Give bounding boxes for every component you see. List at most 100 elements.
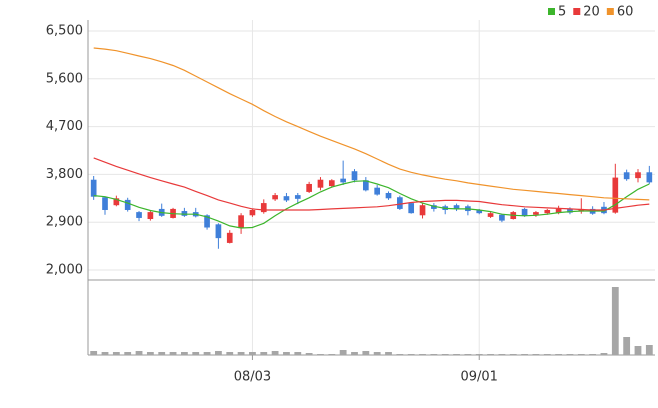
- volume-bar: [237, 352, 245, 355]
- candle-body: [272, 195, 278, 200]
- volume-bar: [294, 352, 302, 355]
- candle-body: [147, 212, 154, 220]
- volume-bar: [475, 354, 483, 355]
- candle-body: [431, 205, 437, 209]
- candle-body: [453, 205, 460, 209]
- legend-swatch: [548, 8, 555, 15]
- volume-bar: [407, 354, 415, 355]
- candle-body: [362, 180, 369, 191]
- volume-bar: [589, 354, 597, 355]
- candle-body: [623, 172, 630, 180]
- candle-body: [340, 178, 346, 183]
- candle-body: [555, 208, 562, 213]
- volume-bar: [283, 352, 290, 355]
- candle-body: [238, 215, 244, 229]
- volume-bar: [260, 352, 268, 355]
- candle-body: [567, 208, 573, 213]
- volume-bar: [600, 353, 608, 355]
- candle-body: [419, 205, 426, 216]
- candle-body: [283, 196, 290, 201]
- volume-bar: [101, 352, 109, 355]
- legend-label: 20: [583, 5, 600, 20]
- volume-bar: [623, 337, 631, 355]
- candle-body: [408, 203, 415, 214]
- y-tick-label: 2,000: [46, 263, 83, 278]
- candle-body: [635, 172, 641, 179]
- candle-body: [226, 232, 233, 243]
- legend-label: 5: [558, 5, 566, 20]
- volume-bar: [396, 354, 404, 355]
- volume-bar: [611, 287, 619, 355]
- volume-bar: [453, 354, 460, 355]
- legend-swatch: [573, 8, 581, 15]
- y-tick-label: 3,800: [46, 167, 83, 182]
- volume-bar: [112, 352, 120, 355]
- volume-bar: [373, 352, 381, 355]
- candle-body: [181, 211, 188, 216]
- volume-bar: [339, 350, 347, 355]
- volume-bar: [317, 354, 324, 355]
- volume-bar: [385, 352, 392, 355]
- candle-body: [612, 177, 619, 213]
- candle-body: [113, 198, 120, 206]
- volume-bar: [351, 352, 358, 355]
- y-tick-label: 2,900: [46, 215, 83, 230]
- candle-body: [544, 209, 551, 214]
- candle-body: [249, 209, 256, 216]
- y-tick-label: 5,600: [46, 71, 83, 86]
- volume-bar: [158, 352, 166, 355]
- legend-swatch: [606, 8, 614, 15]
- candle-body: [204, 215, 210, 228]
- volume-bar: [226, 352, 234, 355]
- candle-body: [397, 197, 403, 209]
- volume-bar: [543, 354, 551, 355]
- candle-body: [294, 195, 301, 199]
- candle-body: [374, 187, 381, 195]
- candle-body: [646, 172, 653, 183]
- volume-bar: [305, 353, 313, 355]
- volume-bar: [441, 354, 449, 355]
- ma-line: [93, 180, 650, 229]
- y-tick-label: 6,500: [46, 24, 83, 39]
- candle-body: [521, 208, 528, 216]
- volume-bar: [645, 345, 653, 355]
- volume-bar: [566, 354, 574, 355]
- volume-bar: [328, 354, 336, 355]
- volume-bar: [509, 354, 517, 355]
- volume-bar: [215, 351, 222, 355]
- volume-bar: [419, 354, 426, 355]
- volume-bar: [271, 351, 279, 355]
- volume-bar: [169, 352, 177, 355]
- volume-bar: [532, 354, 540, 355]
- candle-body: [102, 197, 108, 210]
- candle-body: [499, 214, 505, 221]
- volume-bar: [180, 352, 188, 355]
- candle-body: [385, 192, 392, 199]
- candle-body: [215, 224, 222, 239]
- candle-body: [90, 179, 97, 197]
- volume-bar: [464, 354, 472, 355]
- x-tick-label: 09/01: [460, 370, 497, 385]
- volume-bar: [430, 354, 438, 355]
- volume-bar: [362, 351, 370, 355]
- volume-bar: [577, 354, 585, 355]
- volume-bar: [192, 352, 200, 355]
- volume-bar: [124, 352, 132, 355]
- volume-bar: [555, 354, 563, 355]
- x-tick-label: 08/03: [234, 370, 271, 385]
- candle-body: [260, 203, 267, 213]
- candle-body: [351, 171, 358, 181]
- candle-body: [578, 208, 585, 212]
- volume-bar: [498, 354, 506, 355]
- volume-bar: [634, 346, 642, 355]
- volume-bar: [487, 354, 494, 355]
- candle-body: [533, 212, 539, 215]
- candle-body: [487, 213, 494, 217]
- volume-bar: [521, 354, 528, 355]
- volume-bar: [90, 351, 98, 355]
- y-tick-label: 4,700: [46, 119, 83, 134]
- candle-body: [317, 179, 324, 188]
- volume-bar: [146, 352, 154, 355]
